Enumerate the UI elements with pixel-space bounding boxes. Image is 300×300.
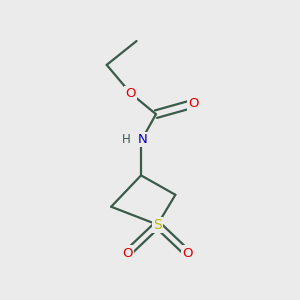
Text: N: N — [138, 133, 147, 146]
Text: S: S — [153, 218, 162, 232]
Text: H: H — [122, 133, 131, 146]
Text: O: O — [182, 247, 193, 260]
Text: O: O — [188, 97, 199, 110]
Text: O: O — [125, 87, 136, 100]
Text: O: O — [122, 247, 133, 260]
